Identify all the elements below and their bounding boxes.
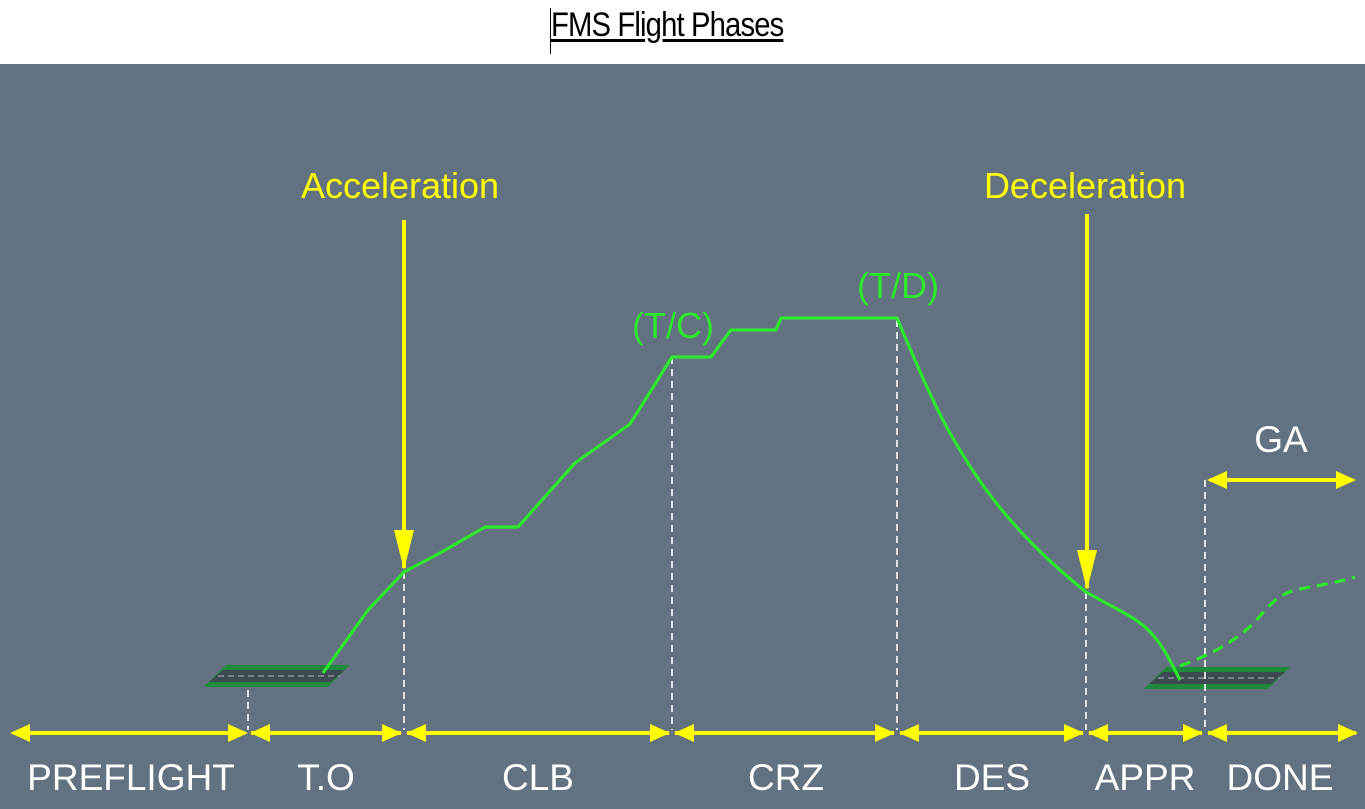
- phase-label-appr: APPR: [1095, 757, 1196, 798]
- deceleration-label: Deceleration: [984, 165, 1186, 206]
- arrival-runway: [1144, 667, 1290, 689]
- acceleration-arrowhead: [394, 530, 414, 570]
- phase-label-crz: CRZ: [748, 757, 824, 798]
- go-around-path: [1179, 575, 1356, 668]
- text-cursor: [550, 8, 551, 54]
- top-of-climb-label: (T/C): [632, 305, 714, 346]
- phase-label-des: DES: [954, 757, 1030, 798]
- flight-path: [321, 316, 1182, 681]
- phase-label-clb: CLB: [502, 757, 574, 798]
- phase-label-preflight: PREFLIGHT: [27, 757, 235, 798]
- phase-label-to: T.O: [297, 757, 355, 798]
- departure-runway: [204, 665, 350, 687]
- phase-label-done: DONE: [1227, 757, 1334, 798]
- page-title[interactable]: FMS Flight Phases: [551, 6, 784, 44]
- acceleration-label: Acceleration: [301, 165, 499, 206]
- deceleration-arrowhead: [1077, 550, 1097, 590]
- title-bar: FMS Flight Phases: [0, 0, 1365, 64]
- top-of-descent-label: (T/D): [857, 265, 939, 306]
- go-around-label: GA: [1254, 419, 1308, 460]
- go-around-arrow: [1207, 471, 1356, 489]
- phase-arrowheads: [10, 724, 1358, 742]
- phase-boundaries: [247, 320, 1206, 730]
